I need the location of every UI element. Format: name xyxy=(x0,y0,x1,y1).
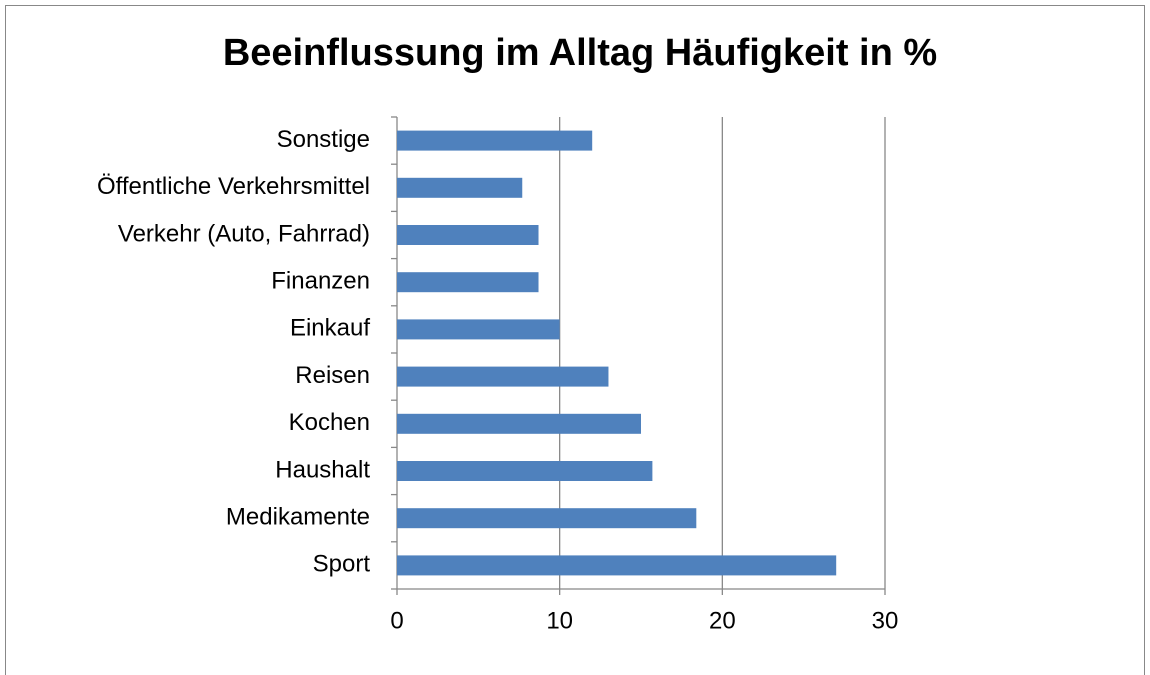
bar xyxy=(397,366,609,387)
y-tick-label: Kochen xyxy=(289,409,370,436)
bar xyxy=(397,508,697,529)
bar xyxy=(397,177,523,198)
chart-title: Beeinflussung im Alltag Häufigkeit in % xyxy=(223,32,937,74)
y-tick-label: Öffentliche Verkehrsmittel xyxy=(97,173,370,200)
y-tick-label: Einkauf xyxy=(290,315,370,342)
y-tick-label: Haushalt xyxy=(275,456,370,483)
x-tick-label: 0 xyxy=(390,607,403,634)
x-tick-label: 20 xyxy=(709,607,736,634)
bar xyxy=(397,461,653,481)
x-tick-label: 10 xyxy=(546,607,573,634)
bar xyxy=(397,413,641,434)
bar xyxy=(397,130,593,151)
y-tick-label: Medikamente xyxy=(226,504,370,531)
x-tick-label: 30 xyxy=(872,607,899,634)
y-tick-label: Sonstige xyxy=(277,126,370,153)
y-tick-label: Sport xyxy=(313,551,371,578)
bar xyxy=(397,225,539,245)
bar xyxy=(397,555,837,576)
bar xyxy=(397,272,539,293)
y-tick-label: Verkehr (Auto, Fahrrad) xyxy=(118,220,370,247)
y-tick-label: Finanzen xyxy=(271,268,370,295)
bar xyxy=(397,319,560,340)
y-tick-label: Reisen xyxy=(295,362,370,389)
